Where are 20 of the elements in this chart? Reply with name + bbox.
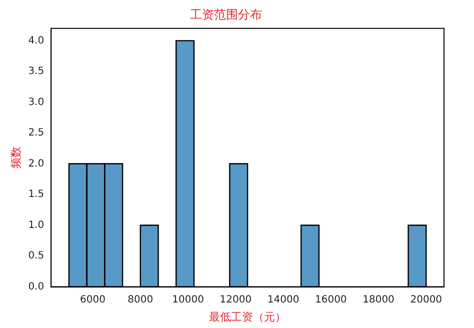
y-tick-label: 0.5 <box>28 250 44 262</box>
y-tick-label: 2.5 <box>28 128 44 139</box>
y-tick-label: 2.0 <box>28 158 44 170</box>
chart-title: 工资范围分布 <box>190 7 262 22</box>
x-tick-label: 16000 <box>314 294 347 306</box>
y-tick-label: 1.0 <box>28 220 44 231</box>
x-tick-label: 18000 <box>362 294 394 306</box>
y-tick-label: 3.0 <box>28 96 44 108</box>
y-tick-label: 0.0 <box>28 281 44 292</box>
y-tick-label: 4.0 <box>28 35 44 46</box>
x-axis-title: 最低工资（元） <box>209 310 286 324</box>
x-tick-label: 20000 <box>410 294 442 306</box>
x-tick-label: 12000 <box>220 294 252 306</box>
x-tick-label: 6000 <box>80 294 106 306</box>
x-tick-label: 10000 <box>172 294 204 306</box>
x-tick-label: 14000 <box>267 294 300 306</box>
y-tick-label: 3.5 <box>28 66 44 78</box>
x-tick-label: 8000 <box>128 294 154 306</box>
y-axis-title: 频数 <box>9 146 22 169</box>
y-tick-label: 1.5 <box>28 189 44 200</box>
